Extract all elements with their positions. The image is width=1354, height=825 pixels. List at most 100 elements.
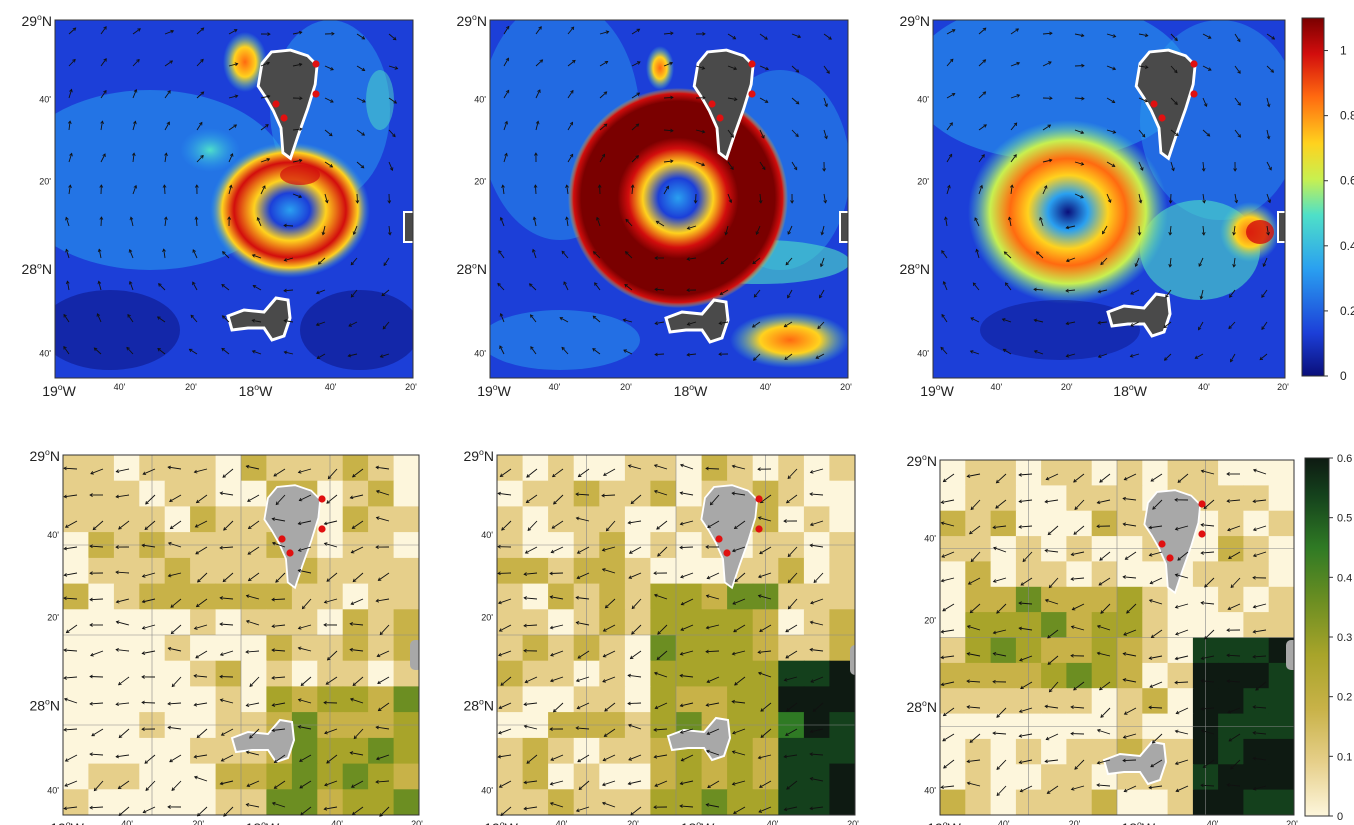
chl-cell [965, 612, 992, 639]
velocity-arrow [1170, 129, 1179, 136]
velocity-arrow [695, 65, 705, 70]
velocity-arrow-head [1080, 194, 1084, 199]
chl-cell [291, 789, 318, 815]
velocity-arrow [1203, 759, 1215, 768]
chl-cell [1015, 536, 1042, 563]
velocity-arrow [945, 217, 948, 227]
velocity-arrow-head [170, 29, 175, 34]
velocity-arrow [533, 217, 537, 227]
velocity-arrow-head [795, 100, 800, 105]
velocity-arrow-head [271, 675, 275, 680]
velocity-arrow-head [1035, 251, 1040, 255]
chl-cell [63, 789, 89, 815]
chl-cell [1117, 789, 1143, 815]
colorbar-bottom-tick: 0.2 [1337, 692, 1352, 704]
velocity-arrow-head [709, 501, 714, 506]
velocity-arrow-head [1022, 558, 1027, 563]
velocity-arrow-head [69, 88, 73, 93]
velocity-arrow [812, 702, 824, 712]
chl-cell [1091, 460, 1118, 486]
lon-min-label: 40' [1198, 382, 1210, 392]
velocity-arrow-head [355, 200, 360, 204]
velocity-arrow-head [89, 674, 93, 679]
velocity-arrow [272, 518, 286, 522]
velocity-arrow [1149, 525, 1163, 529]
velocity-arrow-head [733, 525, 738, 530]
velocity-arrow-head [350, 293, 355, 298]
velocity-arrow [260, 124, 269, 131]
velocity-arrow-head [500, 812, 505, 817]
velocity-arrow-head [323, 622, 327, 627]
velocity-arrow [1204, 629, 1215, 640]
velocity-arrow-head [505, 25, 510, 30]
velocity-arrow-head [734, 682, 738, 686]
velocity-arrow [129, 249, 134, 259]
chl-cell [548, 635, 575, 662]
velocity-arrow-head [137, 28, 141, 32]
chl-cell [624, 557, 652, 585]
chl-cell [940, 612, 966, 639]
velocity-arrow [63, 728, 78, 731]
velocity-arrow-head [115, 469, 120, 473]
velocity-arrow-head [133, 88, 138, 93]
velocity-arrow-head [757, 755, 762, 760]
chl-cell [940, 688, 966, 715]
lon-min-label: 40' [121, 819, 133, 825]
velocity-arrow [93, 347, 102, 355]
velocity-arrow-head [349, 647, 353, 652]
station-marker [318, 525, 326, 533]
velocity-arrow-head [1044, 499, 1049, 504]
velocity-arrow [219, 546, 234, 549]
velocity-arrow-head [1232, 231, 1236, 236]
velocity-arrow [1200, 289, 1204, 299]
velocity-arrow [1019, 733, 1033, 737]
velocity-arrow-head [793, 166, 798, 171]
velocity-arrow [1071, 551, 1085, 556]
velocity-arrow-head [91, 732, 95, 737]
velocity-arrow-head [67, 120, 72, 124]
velocity-arrow-head [941, 250, 945, 254]
velocity-arrow [322, 225, 326, 235]
chl-cell [1218, 738, 1244, 765]
velocity-arrow-head [724, 231, 729, 236]
chl-cell [624, 763, 652, 790]
lon-min-label: 40' [114, 382, 126, 392]
chl-cell [778, 635, 805, 662]
lon-min-label: 40' [990, 382, 1002, 392]
chl-cell [215, 455, 242, 482]
velocity-arrow-head [951, 93, 956, 97]
chl-cell [63, 763, 89, 790]
velocity-arrow [567, 90, 574, 99]
velocity-arrow-head [656, 526, 660, 530]
chl-cell [965, 764, 992, 791]
velocity-arrow [996, 473, 1007, 484]
velocity-arrow-head [653, 464, 658, 468]
chl-cell [624, 660, 652, 687]
velocity-arrow-head [983, 124, 987, 128]
velocity-arrow [758, 806, 772, 813]
velocity-arrow [566, 217, 569, 227]
station-marker [755, 525, 763, 533]
lat-min-label: 20' [474, 177, 486, 187]
velocity-arrow-head [1018, 524, 1022, 529]
velocity-arrow [376, 466, 390, 470]
velocity-arrow [630, 494, 642, 504]
la-gomera-island [850, 645, 855, 675]
velocity-arrow-head [1230, 765, 1234, 770]
colorbar-bottom-tick: 0.3 [1337, 632, 1352, 644]
velocity-arrow [760, 702, 772, 712]
velocity-arrow [707, 780, 720, 788]
velocity-arrow-head [167, 465, 172, 470]
chl-cell [548, 455, 575, 482]
velocity-arrow-head [942, 607, 946, 612]
velocity-arrow-head [575, 726, 579, 730]
velocity-arrow-head [551, 473, 556, 478]
velocity-arrow-head [89, 544, 93, 549]
velocity-arrow-head [603, 733, 608, 737]
velocity-arrow [1097, 759, 1111, 764]
velocity-arrow-head [940, 682, 945, 687]
velocity-arrow-head [299, 785, 304, 789]
velocity-arrow [192, 281, 198, 291]
